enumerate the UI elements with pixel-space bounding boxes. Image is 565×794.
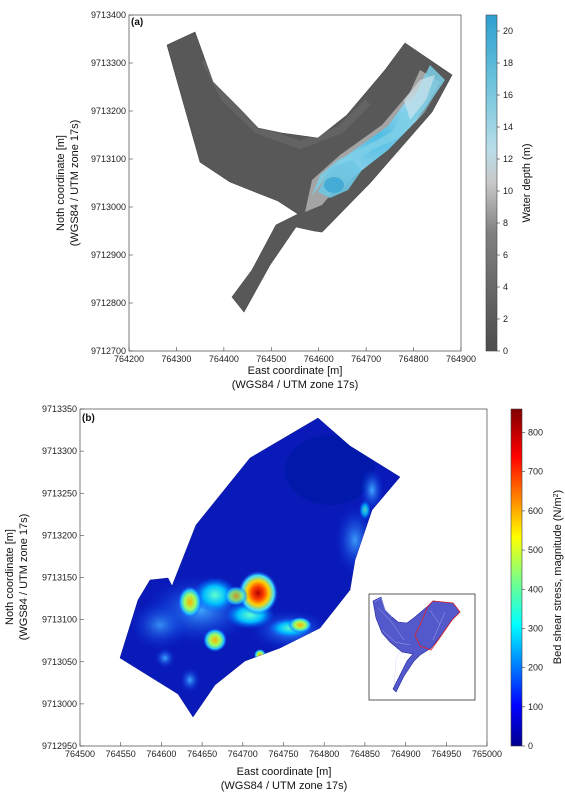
panel-a-ytick-label: 9712900 — [91, 250, 126, 260]
panel-a-xlabel: East coordinate [m] — [248, 365, 343, 377]
panel-b-xtick-label: 764600 — [146, 749, 176, 759]
panel-a-xlabel-crs: (WGS84 / UTM zone 17s) — [232, 379, 359, 391]
panel-a-depth-map — [166, 31, 453, 313]
panel-b-xtick-label: 764750 — [268, 749, 298, 759]
panel-b-colorbar — [510, 408, 523, 747]
panel-a-ctick-label: 12 — [503, 154, 513, 164]
panel-a-ctick-label: 2 — [503, 314, 508, 324]
panel-b-xtick-label: 764550 — [106, 749, 136, 759]
panel-b-xtick-label: 764850 — [350, 749, 380, 759]
panel-a-ctick-label: 6 — [503, 250, 508, 260]
panel-a-ytick-label: 9712700 — [91, 346, 126, 356]
panel-b-ctick-label: 200 — [528, 663, 543, 673]
panel-b-mesh-inset — [368, 593, 476, 701]
panel-a-ctick-label: 4 — [503, 282, 508, 292]
panel-b-ctick-label: 500 — [528, 545, 543, 555]
panel-a-ylabel-crs: (WGS84 / UTM zone 17s) — [69, 120, 81, 247]
panel-a-xtick-label: 764500 — [256, 354, 286, 364]
panel-a-xtick-label: 764600 — [304, 354, 334, 364]
panel-b-xtick-label: 764900 — [391, 749, 421, 759]
panel-a-xtick-label: 764900 — [446, 354, 476, 364]
panel-b-ytick-label: 9713000 — [42, 699, 77, 709]
panel-b-ctick-label: 800 — [528, 428, 543, 438]
panel-b-ctick-label: 400 — [528, 584, 543, 594]
panel-b-xtick-label: 764500 — [65, 749, 95, 759]
panel-b-ytick-label: 9713150 — [42, 573, 77, 583]
panel-b-label: (b) — [82, 413, 95, 424]
panel-a-colorbar-label: Water depth (m) — [521, 143, 533, 222]
panel-a-colorbar — [485, 14, 498, 352]
panel-b-ytick-label: 9713350 — [42, 404, 77, 414]
panel-a-ytick-label: 9713400 — [91, 10, 126, 20]
panel-a-xtick-label: 764200 — [114, 354, 144, 364]
panel-b: (b) — [4, 404, 564, 792]
panel-b-xlabel: East coordinate [m] — [237, 766, 332, 778]
panel-b-ytick-label: 9713300 — [42, 446, 77, 456]
panel-a-xtick-label: 764300 — [161, 354, 191, 364]
panel-a-ytick-label: 9712800 — [91, 298, 126, 308]
panel-b-colorbar-label: Bed shear stress, magnitude (N/m2) — [552, 490, 564, 664]
panel-a-label: (a) — [131, 17, 143, 28]
panel-a-ctick-label: 16 — [503, 90, 513, 100]
panel-b-xtick-label: 764650 — [187, 749, 217, 759]
panel-b-xtick-label: 764950 — [431, 749, 461, 759]
panel-a-ctick-label: 18 — [503, 58, 513, 68]
panel-b-xtick-label: 764700 — [228, 749, 258, 759]
panel-b-ytick-label: 9713200 — [42, 530, 77, 540]
panel-b-ylabel-crs: (WGS84 / UTM zone 17s) — [18, 514, 30, 641]
panel-b-ytick-label: 9713250 — [42, 488, 77, 498]
panel-b-ctick-label: 300 — [528, 623, 543, 633]
panel-b-ctick-label: 600 — [528, 506, 543, 516]
panel-a-ytick-label: 9713300 — [91, 58, 126, 68]
panel-b-ylabel: Noth coordinate [m] — [4, 529, 16, 625]
panel-a-xtick-label: 764800 — [399, 354, 429, 364]
panel-b-shear-map — [119, 417, 401, 718]
panel-b-xtick-label: 764800 — [309, 749, 339, 759]
panel-b-ytick-label: 9713050 — [42, 657, 77, 667]
panel-a-ctick-label: 8 — [503, 218, 508, 228]
panel-a-ytick-label: 9713100 — [91, 154, 126, 164]
panel-a: (a) Water depth (m) 764200 764300 764400 76… — [55, 10, 533, 391]
panel-a-ctick-label: 0 — [503, 346, 508, 356]
panel-a-ytick-label: 9713200 — [91, 106, 126, 116]
panel-b-xlabel-crs: (WGS84 / UTM zone 17s) — [221, 780, 348, 792]
panel-a-ctick-label: 10 — [503, 186, 513, 196]
panel-a-ctick-label: 14 — [503, 122, 513, 132]
panel-b-ctick-label: 0 — [528, 741, 533, 751]
panel-a-ctick-label: 20 — [503, 26, 513, 36]
panel-a-xtick-label: 764400 — [209, 354, 239, 364]
panel-a-ytick-label: 9713000 — [91, 202, 126, 212]
panel-b-ytick-label: 9712950 — [42, 741, 77, 751]
panel-a-ylabel: Noth coordinate [m] — [55, 135, 67, 231]
panel-b-ctick-label: 100 — [528, 702, 543, 712]
panel-b-ytick-label: 9713100 — [42, 615, 77, 625]
panel-b-ctick-label: 700 — [528, 467, 543, 477]
panel-a-xtick-label: 764700 — [351, 354, 381, 364]
panel-b-xtick-label: 765000 — [472, 749, 502, 759]
